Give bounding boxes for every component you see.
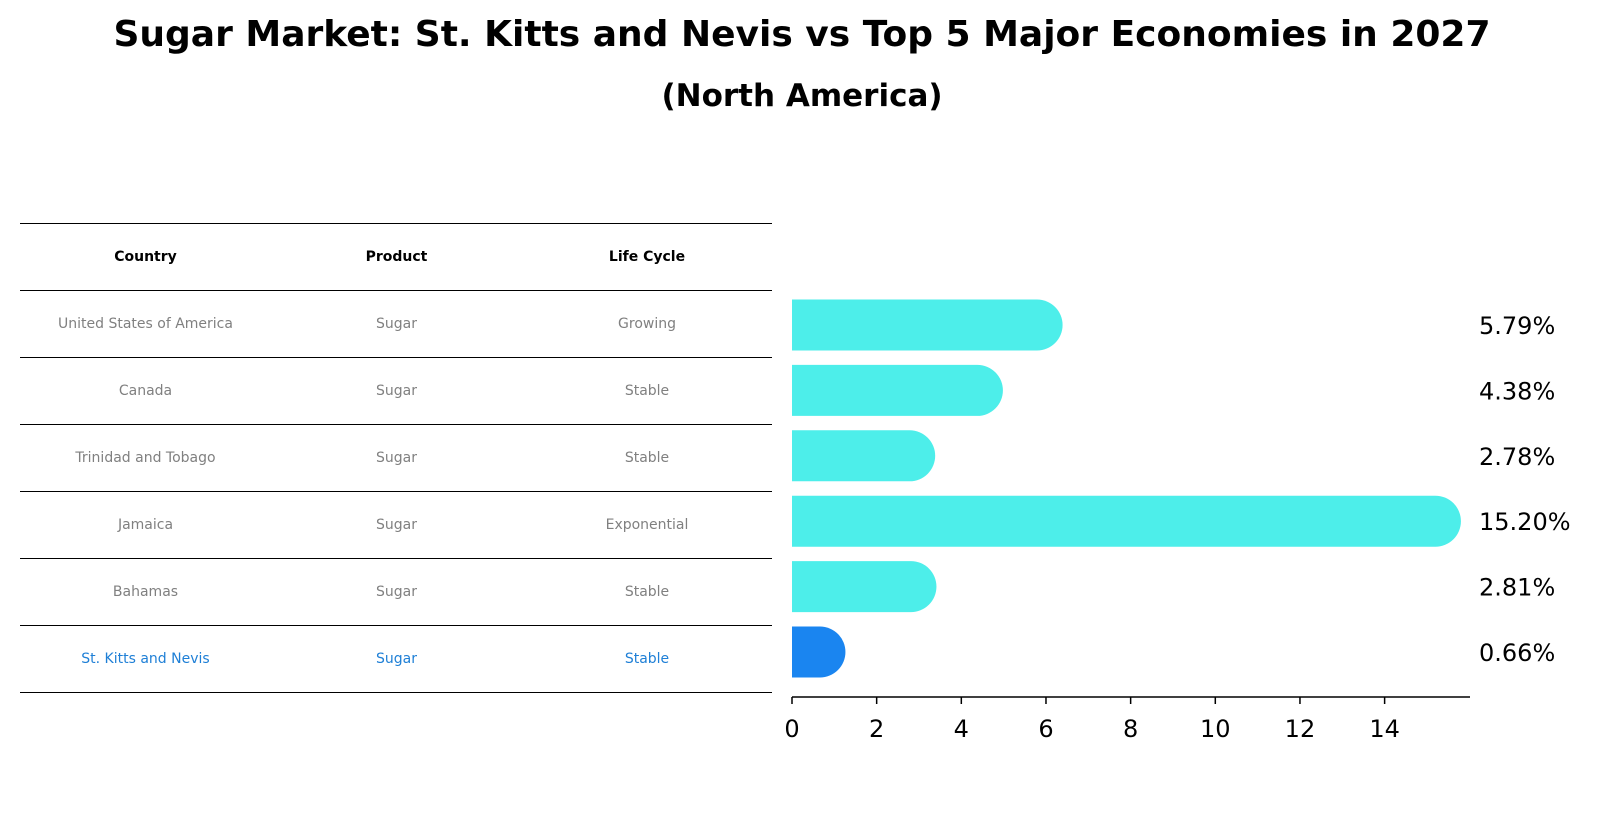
cell-country: Canada: [20, 357, 271, 425]
cell-life-cycle: Exponential: [522, 491, 772, 559]
header-product: Product: [271, 223, 522, 291]
bar: [792, 626, 846, 678]
x-tick-label: 2: [869, 715, 884, 743]
x-tick-label: 14: [1369, 715, 1400, 743]
x-tick-label: 4: [954, 715, 969, 743]
bar: [792, 495, 1461, 547]
table-row: Trinidad and Tobago Sugar Stable: [20, 424, 772, 492]
value-label: 4.38%: [1479, 377, 1555, 405]
country-table: Country Product Life Cycle United States…: [20, 223, 772, 693]
value-label: 5.79%: [1479, 312, 1555, 340]
cell-product: Sugar: [271, 357, 522, 425]
table-row: Jamaica Sugar Exponential: [20, 491, 772, 559]
cell-life-cycle: Stable: [522, 424, 772, 492]
cell-product: Sugar: [271, 491, 522, 559]
cell-country: Bahamas: [20, 558, 271, 626]
table-row: United States of America Sugar Growing: [20, 290, 772, 358]
x-tick-label: 8: [1123, 715, 1138, 743]
bar: [792, 299, 1063, 351]
value-label: 2.78%: [1479, 443, 1555, 471]
bar: [792, 430, 936, 482]
bar: [792, 561, 937, 613]
table-header-row: Country Product Life Cycle: [20, 223, 772, 291]
x-tick-label: 6: [1038, 715, 1053, 743]
table-row-highlighted: St. Kitts and Nevis Sugar Stable: [20, 625, 772, 693]
cell-life-cycle: Growing: [522, 290, 772, 358]
bar: [792, 364, 1003, 416]
header-life-cycle: Life Cycle: [522, 223, 772, 291]
header-country: Country: [20, 223, 271, 291]
chart-title: Sugar Market: St. Kitts and Nevis vs Top…: [113, 14, 1491, 55]
x-tick-label: 0: [784, 715, 799, 743]
cell-product: Sugar: [271, 625, 522, 693]
cell-life-cycle: Stable: [522, 625, 772, 693]
value-label: 15.20%: [1479, 508, 1571, 536]
value-label: 0.66%: [1479, 639, 1555, 667]
table-row: Canada Sugar Stable: [20, 357, 772, 425]
value-label: 2.81%: [1479, 574, 1555, 602]
cell-country: United States of America: [20, 290, 271, 358]
cell-country: Jamaica: [20, 491, 271, 559]
table-row: Bahamas Sugar Stable: [20, 558, 772, 626]
chart-subtitle: (North America): [661, 78, 943, 114]
cell-life-cycle: Stable: [522, 558, 772, 626]
cell-country: Trinidad and Tobago: [20, 424, 271, 492]
x-tick-label: 12: [1285, 715, 1316, 743]
cell-country: St. Kitts and Nevis: [20, 625, 271, 693]
cell-life-cycle: Stable: [522, 357, 772, 425]
cell-product: Sugar: [271, 290, 522, 358]
x-tick-label: 10: [1200, 715, 1231, 743]
